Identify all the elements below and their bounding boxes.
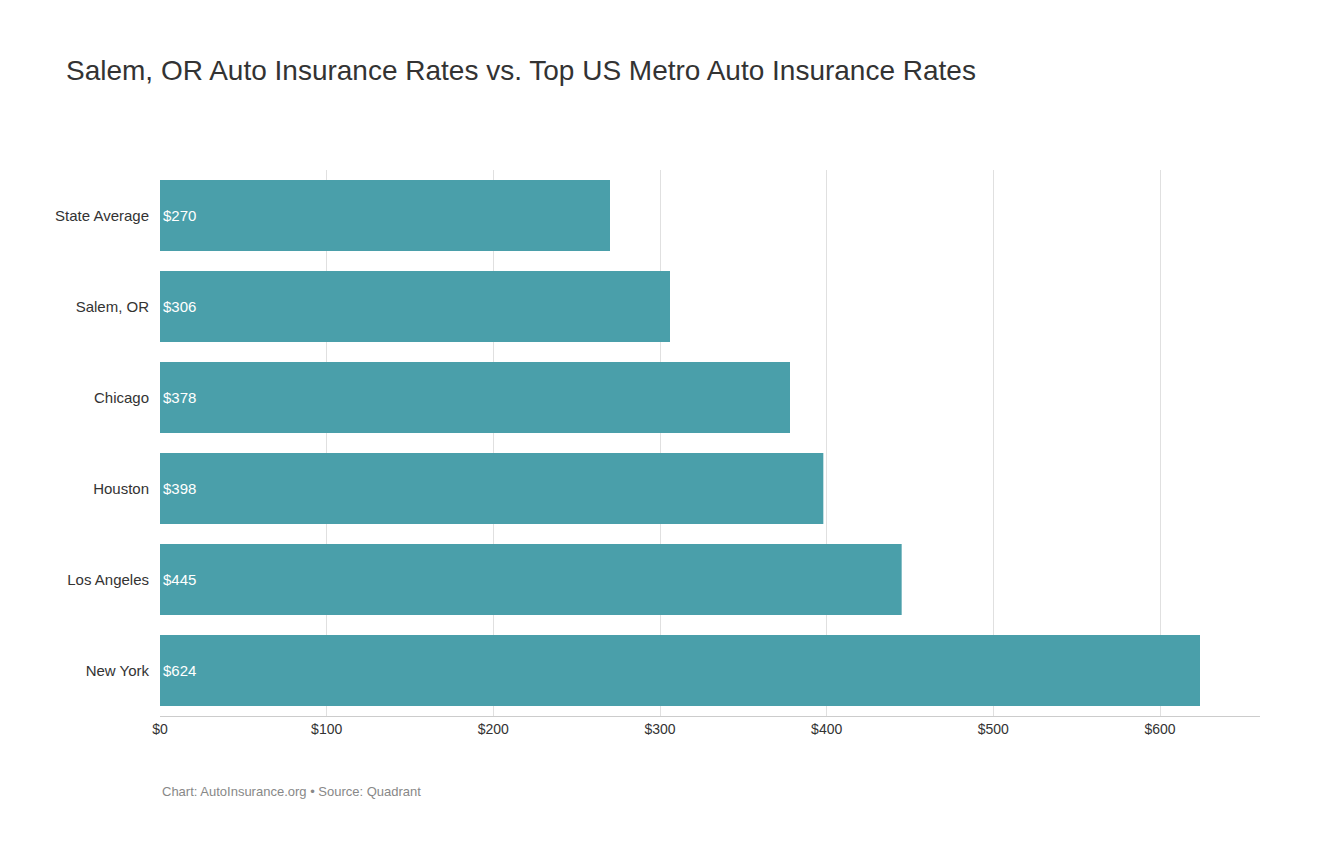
svg-text:Chart: AutoInsurance.org • Sou: Chart: AutoInsurance.org • Source: Quadr…: [162, 784, 421, 799]
svg-text:$378: $378: [163, 389, 196, 406]
svg-text:Houston: Houston: [93, 480, 149, 497]
svg-text:Los Angeles: Los Angeles: [67, 571, 149, 588]
svg-text:$600: $600: [1144, 721, 1175, 737]
svg-text:Salem, OR Auto Insurance Rates: Salem, OR Auto Insurance Rates vs. Top U…: [66, 55, 976, 86]
svg-text:$100: $100: [311, 721, 342, 737]
svg-text:$624: $624: [163, 662, 196, 679]
svg-text:$0: $0: [152, 721, 168, 737]
svg-text:$300: $300: [644, 721, 675, 737]
svg-text:$306: $306: [163, 298, 196, 315]
svg-text:$398: $398: [163, 480, 196, 497]
svg-text:$400: $400: [811, 721, 842, 737]
svg-text:$500: $500: [978, 721, 1009, 737]
svg-text:New York: New York: [86, 662, 150, 679]
svg-text:State Average: State Average: [55, 207, 149, 224]
svg-text:Chicago: Chicago: [94, 389, 149, 406]
svg-text:$445: $445: [163, 571, 196, 588]
svg-text:$200: $200: [478, 721, 509, 737]
svg-text:Salem, OR: Salem, OR: [76, 298, 150, 315]
svg-text:$270: $270: [163, 207, 196, 224]
